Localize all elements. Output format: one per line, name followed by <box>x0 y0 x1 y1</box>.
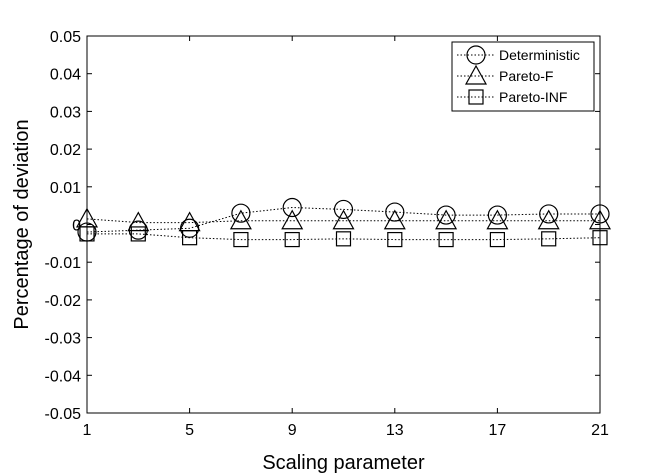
series-pareto-f <box>75 207 612 232</box>
x-tick-label: 17 <box>489 422 507 439</box>
x-axis-label: Scaling parameter <box>262 452 425 473</box>
data-point-pareto-f <box>486 209 509 230</box>
data-point-deterministic <box>487 205 507 225</box>
y-tick-label: -0.04 <box>45 368 82 385</box>
data-point-deterministic <box>282 197 302 218</box>
series-deterministic <box>77 197 610 242</box>
data-point-pareto-inf <box>438 231 454 248</box>
y-tick-label: 0.02 <box>50 142 81 159</box>
axis-ticks: -0.05 -0.04 -0.03 -0.02 -0.01 0 0.01 0.02 0.03 0.… <box>45 29 609 439</box>
x-tick-label: 13 <box>386 422 404 439</box>
x-tick-label: 9 <box>288 422 297 439</box>
data-point-pareto-f <box>383 209 406 230</box>
y-tick-label: -0.02 <box>45 293 82 310</box>
y-tick-label: 0.01 <box>50 180 81 197</box>
series-line-pareto-f <box>86 218 600 224</box>
data-point-pareto-inf <box>130 226 146 242</box>
data-point-pareto-f <box>588 209 612 230</box>
data-point-pareto-f <box>332 209 355 230</box>
data-point-deterministic <box>436 205 456 225</box>
legend-marker-deterministic <box>466 45 486 65</box>
data-point-deterministic <box>231 203 251 223</box>
data-point-pareto-f <box>281 209 304 230</box>
data-point-pareto-inf <box>79 226 95 242</box>
data-point-pareto-f <box>435 209 458 230</box>
data-point-deterministic <box>539 204 559 224</box>
y-tick-label: 0.03 <box>50 104 81 121</box>
data-point-pareto-f <box>229 209 252 230</box>
data-point-pareto-inf <box>592 230 608 246</box>
data-point-deterministic <box>590 204 610 224</box>
y-tick-label: -0.01 <box>45 255 82 272</box>
x-tick-label: 1 <box>83 422 92 439</box>
y-tick-label: -0.03 <box>45 331 82 348</box>
data-point-deterministic <box>385 202 405 222</box>
y-tick-label: -0.05 <box>45 406 82 423</box>
legend-label-pareto-f: Pareto-F <box>499 68 553 84</box>
data-point-pareto-inf <box>541 231 557 247</box>
y-axis-label: Percentage of deviation <box>11 119 33 329</box>
data-point-pareto-inf <box>387 231 403 248</box>
x-tick-label: 21 <box>591 422 609 439</box>
y-tick-label: 0 <box>72 218 81 235</box>
legend-label-pareto-inf: Pareto-INF <box>499 89 567 105</box>
y-tick-label: 0.05 <box>50 29 81 46</box>
data-point-deterministic <box>333 199 354 220</box>
y-tick-label: 0.04 <box>50 67 81 84</box>
series-layer <box>75 197 612 248</box>
legend-marker-pareto-f <box>464 64 488 85</box>
data-point-pareto-inf <box>233 231 249 248</box>
x-tick-label: 5 <box>185 422 194 439</box>
data-point-pareto-f <box>537 209 560 230</box>
legend-label-deterministic: Deterministic <box>499 47 580 63</box>
legend: Deterministic Pareto-F Pareto-INF <box>451 41 595 112</box>
series-line-pareto-inf <box>87 233 601 241</box>
data-point-pareto-inf <box>489 231 505 248</box>
series-pareto-inf <box>79 226 608 248</box>
data-point-pareto-inf <box>182 230 198 246</box>
data-point-pareto-inf <box>335 231 352 247</box>
legend-marker-pareto-inf <box>468 89 484 105</box>
data-point-pareto-f <box>127 211 150 232</box>
data-point-pareto-inf <box>284 231 300 248</box>
series-line-deterministic <box>86 207 600 233</box>
